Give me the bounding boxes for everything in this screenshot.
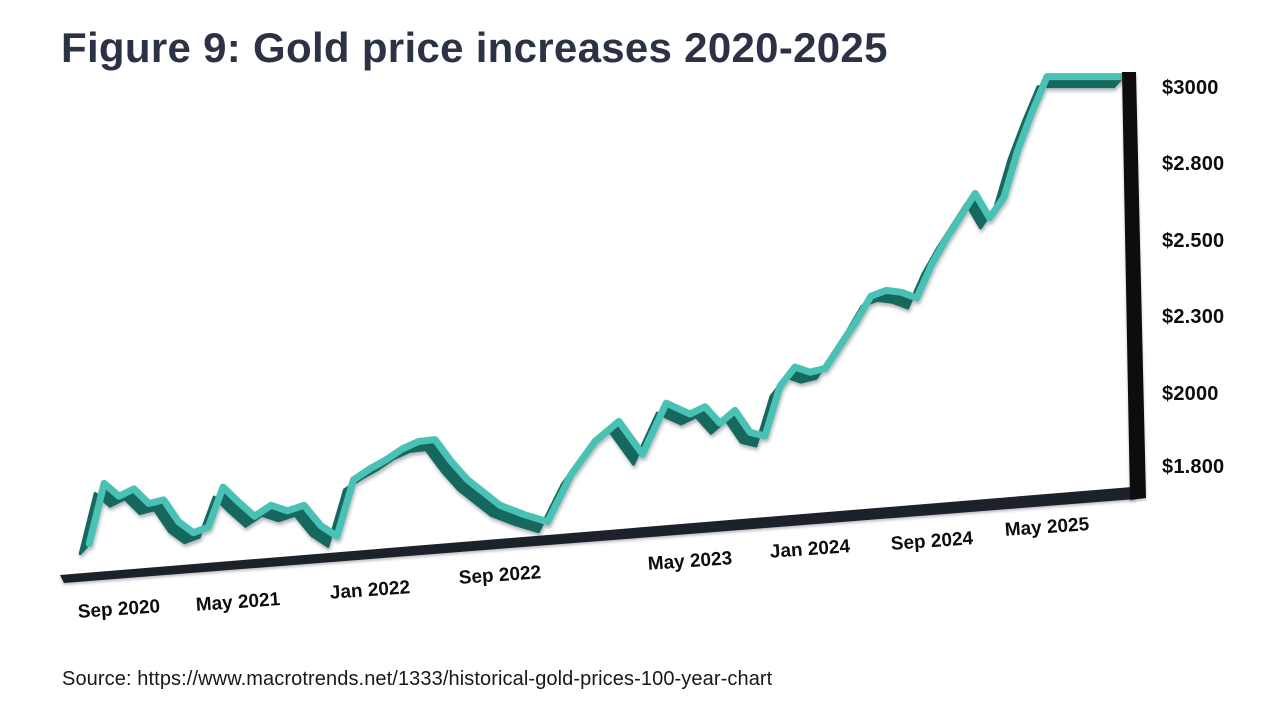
gold-price-line (85, 73, 1127, 548)
figure-title: Figure 9: Gold price increases 2020-2025 (61, 24, 888, 71)
y-axis-label: $2.800 (1162, 153, 1225, 175)
gold-price-line-shadow-face (78, 75, 1125, 556)
x-axis-line (60, 487, 1136, 583)
y-axis-label: $2.300 (1162, 306, 1225, 328)
source-caption: Source: https://www.macrotrends.net/1333… (62, 668, 773, 690)
y-axis-line (1122, 72, 1146, 500)
y-axis-label: $2000 (1162, 383, 1219, 405)
y-axis-label: $2.500 (1162, 230, 1225, 252)
y-axis-label: $1.800 (1162, 456, 1225, 478)
y-axis-label: $3000 (1162, 77, 1219, 99)
